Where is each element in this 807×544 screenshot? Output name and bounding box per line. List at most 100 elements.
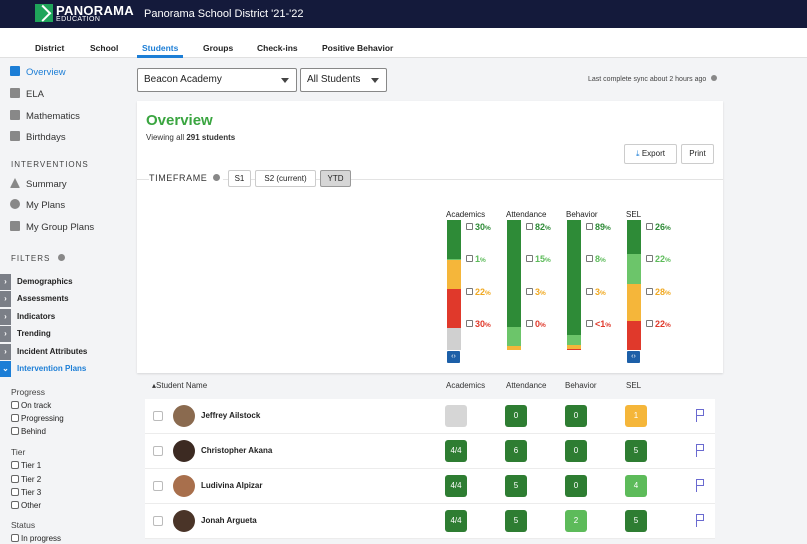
sidebar-item-my-group-plans[interactable]: My Group Plans bbox=[10, 221, 94, 235]
checkbox-other[interactable]: Other bbox=[11, 500, 41, 511]
bar-value-label[interactable]: 15% bbox=[526, 254, 551, 264]
tab-positive-behavior[interactable]: Positive Behavior bbox=[322, 43, 394, 53]
attendance-header[interactable]: Attendance bbox=[506, 381, 547, 390]
checkbox[interactable] bbox=[586, 223, 593, 230]
timeframe-s2[interactable]: S2 (current) bbox=[255, 170, 316, 187]
bar-segment[interactable] bbox=[447, 220, 461, 259]
bar-segment[interactable] bbox=[447, 327, 461, 350]
sidebar-item-mathematics[interactable]: Mathematics bbox=[10, 110, 80, 124]
checkbox[interactable] bbox=[646, 223, 653, 230]
sel-chip[interactable]: 5 bbox=[625, 510, 647, 532]
behavior-chip[interactable]: 0 bbox=[565, 405, 587, 427]
checkbox-tier-1[interactable]: Tier 1 bbox=[11, 460, 41, 471]
behavior-header[interactable]: Behavior bbox=[565, 381, 597, 390]
academics-chip[interactable]: 4/4 bbox=[445, 510, 467, 532]
bar-value-label[interactable]: 3% bbox=[586, 287, 606, 297]
student-name[interactable]: Christopher Akana bbox=[201, 446, 273, 455]
behavior-chip[interactable]: 2 bbox=[565, 510, 587, 532]
bar-segment[interactable] bbox=[627, 254, 641, 284]
bar-value-label[interactable]: 0% bbox=[526, 319, 546, 329]
school-select[interactable]: Beacon Academy bbox=[137, 68, 297, 92]
sidebar-item-ela[interactable]: ELA bbox=[10, 88, 44, 102]
sel-chip[interactable]: 4 bbox=[625, 475, 647, 497]
bar-value-label[interactable]: 8% bbox=[586, 254, 606, 264]
filter-incident-attributes[interactable]: › Incident Attributes bbox=[0, 344, 128, 360]
sidebar-item-my-plans[interactable]: My Plans bbox=[10, 199, 65, 213]
bar-segment[interactable] bbox=[567, 348, 581, 350]
checkbox-behind[interactable]: Behind bbox=[11, 426, 46, 437]
bar-segment[interactable] bbox=[627, 283, 641, 321]
bar-segment[interactable] bbox=[567, 334, 581, 345]
checkbox-progressing[interactable]: Progressing bbox=[11, 413, 64, 424]
bar-segment[interactable] bbox=[507, 220, 521, 327]
checkbox[interactable] bbox=[11, 488, 19, 496]
filter-assessments[interactable]: › Assessments bbox=[0, 291, 128, 307]
student-name[interactable]: Jeffrey Ailstock bbox=[201, 411, 261, 420]
bar-value-label[interactable]: 30% bbox=[466, 319, 491, 329]
checkbox[interactable] bbox=[11, 461, 19, 469]
info-icon[interactable] bbox=[711, 75, 718, 81]
timeframe-s1[interactable]: S1 bbox=[228, 170, 251, 187]
tab-district[interactable]: District bbox=[35, 43, 65, 53]
sidebar-item-summary[interactable]: Summary bbox=[10, 178, 67, 192]
sel-chip[interactable]: 5 bbox=[625, 440, 647, 462]
timeframe-ytd[interactable]: YTD bbox=[320, 170, 351, 187]
checkbox[interactable] bbox=[526, 320, 533, 327]
attendance-chip[interactable]: 5 bbox=[505, 510, 527, 532]
checkbox[interactable] bbox=[466, 320, 473, 327]
bar-value-label[interactable]: 3% bbox=[526, 287, 546, 297]
students-select[interactable]: All Students bbox=[300, 68, 387, 92]
table-row[interactable]: Ludivina Alpizar 4/4 5 0 4 bbox=[145, 469, 715, 504]
filter-demographics[interactable]: › Demographics bbox=[0, 274, 128, 290]
table-row[interactable]: Jonah Argueta 4/4 5 2 5 bbox=[145, 504, 715, 539]
row-checkbox[interactable] bbox=[153, 411, 163, 421]
sort-asc-icon[interactable]: ▴ bbox=[152, 381, 157, 390]
bar-segment[interactable] bbox=[627, 220, 641, 255]
export-button[interactable]: ⤓ Export bbox=[624, 144, 677, 164]
bar-value-label[interactable]: 22% bbox=[466, 287, 491, 297]
filter-trending[interactable]: › Trending bbox=[0, 326, 128, 342]
checkbox-on-track[interactable]: On track bbox=[11, 400, 51, 411]
table-row[interactable]: Christopher Akana 4/4 6 0 5 bbox=[145, 434, 715, 469]
checkbox[interactable] bbox=[586, 255, 593, 262]
bar-value-label[interactable]: 30% bbox=[466, 222, 491, 232]
bar-value-label[interactable]: 28% bbox=[646, 287, 671, 297]
bar-segment[interactable] bbox=[627, 320, 641, 350]
checkbox[interactable] bbox=[586, 320, 593, 327]
bar-segment[interactable] bbox=[447, 259, 461, 261]
brand-name[interactable]: PANORAMA bbox=[56, 3, 134, 18]
bar-value-label[interactable]: 82% bbox=[526, 222, 551, 232]
attendance-chip[interactable]: 0 bbox=[505, 405, 527, 427]
attendance-chip[interactable]: 6 bbox=[505, 440, 527, 462]
checkbox-in-progress[interactable]: In progress bbox=[11, 533, 61, 544]
print-button[interactable]: Print bbox=[681, 144, 714, 164]
academics-chip[interactable]: 4/4 bbox=[445, 440, 467, 462]
bar-segment[interactable] bbox=[567, 344, 581, 349]
filter-intervention-plans[interactable]: ⌄ Intervention Plans bbox=[0, 361, 128, 377]
checkbox[interactable] bbox=[11, 501, 19, 509]
sel-header[interactable]: SEL bbox=[626, 381, 642, 390]
sidebar-item-overview[interactable]: Overview bbox=[10, 66, 66, 80]
row-checkbox[interactable] bbox=[153, 481, 163, 491]
checkbox[interactable] bbox=[646, 320, 653, 327]
bar-segment[interactable] bbox=[507, 326, 521, 347]
panorama-logo-icon[interactable] bbox=[35, 4, 53, 22]
expand-icon[interactable]: ‹› bbox=[627, 351, 640, 363]
row-checkbox[interactable] bbox=[153, 516, 163, 526]
checkbox[interactable] bbox=[526, 223, 533, 230]
bar-value-label[interactable]: 22% bbox=[646, 254, 671, 264]
checkbox[interactable] bbox=[466, 255, 473, 262]
academics-header[interactable]: Academics bbox=[446, 381, 486, 390]
checkbox[interactable] bbox=[646, 288, 653, 295]
tab-students[interactable]: Students bbox=[142, 43, 179, 53]
filter-indicators[interactable]: › Indicators bbox=[0, 309, 128, 325]
checkbox[interactable] bbox=[11, 534, 19, 542]
checkbox[interactable] bbox=[466, 288, 473, 295]
bar-segment[interactable] bbox=[507, 346, 521, 350]
attendance-chip[interactable]: 5 bbox=[505, 475, 527, 497]
tab-school[interactable]: School bbox=[90, 43, 119, 53]
checkbox[interactable] bbox=[11, 427, 19, 435]
checkbox[interactable] bbox=[11, 475, 19, 483]
sidebar-item-birthdays[interactable]: Birthdays bbox=[10, 131, 66, 145]
bar-value-label[interactable]: 26% bbox=[646, 222, 671, 232]
